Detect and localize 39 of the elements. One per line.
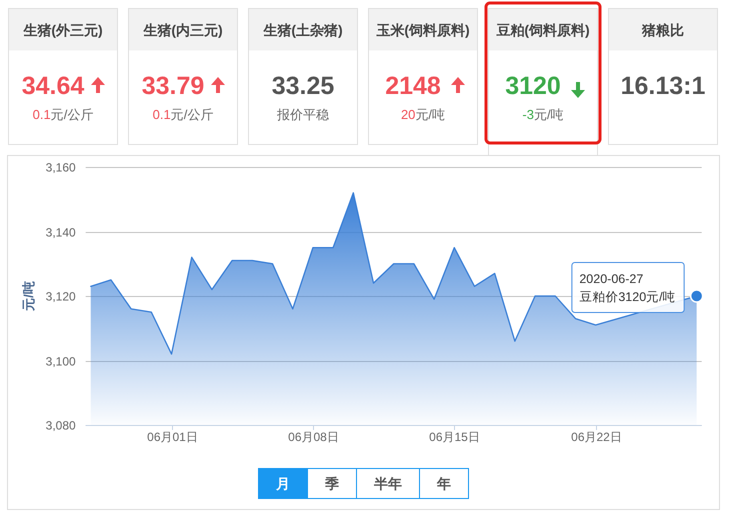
category-label: 玉米(饲料原料) — [375, 22, 470, 38]
y-tick-label: 3,080 — [46, 418, 76, 432]
category-label: 生猪(外三元) — [22, 22, 103, 38]
card: 生猪(外三元) 34.64 0.1元/公斤 — [8, 8, 118, 145]
card: 豆粕(饲料原料) 3120 -3元/吨 — [488, 8, 598, 156]
x-tick-label: 06月22日 — [571, 430, 622, 444]
data-label: 0.1元/公斤 — [152, 107, 214, 122]
button: 月 — [258, 468, 308, 499]
data-label: 20元/吨 — [400, 107, 446, 122]
card: 猪粮比 16.13:1 — [608, 8, 718, 145]
data-label: 34.64 — [22, 72, 84, 100]
data-label: 3120 — [505, 72, 561, 100]
category-label: 生猪(内三元) — [142, 22, 223, 38]
card: 生猪(内三元) 33.79 0.1元/公斤 — [128, 8, 238, 145]
x-tick-label: 06月01日 — [147, 430, 198, 444]
data-label: 报价平稳 — [276, 107, 329, 122]
button: 半年 — [356, 468, 420, 499]
button: 季 — [307, 468, 357, 499]
data-label: 0.1元/公斤 — [32, 107, 94, 122]
data-label: 2148 — [385, 72, 441, 100]
y-tick-label: 3,120 — [46, 290, 76, 304]
x-tick-label: 06月08日 — [288, 430, 339, 444]
data-label: 16.13:1 — [620, 72, 706, 100]
category-label: 生猪(土杂猪) — [262, 22, 343, 38]
card: 生猪(土杂猪) 33.25 报价平稳 — [248, 8, 358, 145]
category-label: 猪粮比 — [641, 22, 684, 38]
category-label: 豆粕(饲料原料) — [495, 22, 590, 38]
annotation: 2020-06-27 豆粕价3120元/吨 — [579, 272, 676, 304]
data-label: -3元/吨 — [522, 107, 564, 122]
tooltip: 2020-06-27 豆粕价3120元/吨 — [571, 262, 685, 313]
x-tick-label: 06月15日 — [429, 430, 480, 444]
data-label: 33.79 — [142, 72, 204, 100]
button: 年 — [419, 468, 469, 499]
y-axis-title: 元/吨 — [21, 281, 36, 312]
data-label: 33.25 — [272, 72, 334, 100]
y-tick-label: 3,100 — [46, 354, 76, 368]
card: 玉米(饲料原料) 2148 20元/吨 — [368, 8, 478, 145]
y-tick-label: 3,160 — [46, 160, 76, 174]
y-tick-label: 3,140 — [46, 226, 76, 240]
